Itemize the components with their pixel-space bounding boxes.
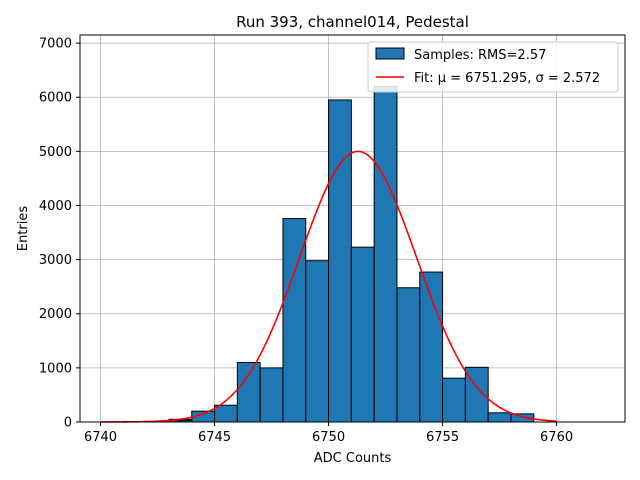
- legend-box: [367, 41, 619, 93]
- histogram-bar: [236, 361, 261, 423]
- x-tick-label: 6740: [84, 430, 117, 445]
- histogram-bar: [442, 377, 466, 423]
- plot-frame: [79, 34, 626, 423]
- histogram-bar: [305, 260, 330, 423]
- y-tick-label: 7000: [39, 37, 72, 52]
- histogram-bar: [350, 246, 375, 423]
- legend-label-samples: Samples: RMS=2.57: [414, 48, 546, 63]
- y-tick-label: 4000: [39, 199, 72, 214]
- histogram-bar: [396, 287, 421, 423]
- legend-histogram-swatch: [375, 47, 405, 60]
- x-axis-label: ADC Counts: [314, 451, 392, 466]
- gaussian-fit-curve: [100, 150, 557, 423]
- legend-label-fit: Fit: μ = 6751.295, σ = 2.572: [414, 71, 600, 86]
- x-tick-label: 6755: [426, 430, 459, 445]
- y-tick-label: 5000: [39, 145, 72, 160]
- y-tick-label: 6000: [39, 91, 72, 106]
- histogram-bar: [419, 271, 444, 423]
- x-tick-label: 6750: [312, 430, 345, 445]
- y-tick-label: 1000: [39, 361, 72, 376]
- histogram-bar: [487, 412, 512, 423]
- histogram-bar: [328, 99, 352, 423]
- axis-ticks: 6740 6745 6750 6755 6760 0 1000 2000 3000 4000 500…: [39, 37, 573, 445]
- histogram-bar: [373, 85, 398, 423]
- histogram-bar: [259, 367, 284, 423]
- x-tick-label: 6745: [198, 430, 231, 445]
- y-axis-label: Entries: [16, 206, 31, 252]
- x-tick-label: 6760: [540, 430, 573, 445]
- y-tick-label: 3000: [39, 253, 72, 268]
- y-tick-label: 2000: [39, 307, 72, 322]
- chart-title: Run 393, channel014, Pedestal: [236, 13, 469, 31]
- legend: Samples: RMS=2.57 Fit: μ = 6751.295, σ =…: [367, 41, 619, 93]
- y-tick-label: 0: [64, 416, 72, 431]
- histogram-bar: [214, 404, 238, 423]
